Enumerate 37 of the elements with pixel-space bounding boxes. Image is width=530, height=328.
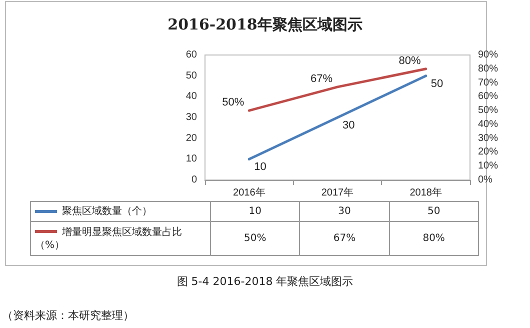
y2-tick-label: 0% xyxy=(478,174,493,186)
chart-title: 2016-2018年聚焦区域图示 xyxy=(168,16,362,34)
y2-tick-label: 40% xyxy=(478,118,498,130)
text: 30 xyxy=(342,120,355,132)
data-label: 30 xyxy=(300,202,390,222)
x-tick-label: 2018年 xyxy=(410,186,442,198)
text: 10 xyxy=(254,161,266,174)
data-label: 67% xyxy=(300,222,390,256)
data-label: 10 xyxy=(210,202,300,222)
y2-tick-label: 50% xyxy=(478,105,498,116)
x-tick-label: 2016年 xyxy=(233,186,266,198)
y2-tick-label: 70% xyxy=(478,77,498,88)
y2-tick-label: 90% xyxy=(478,50,498,60)
data-label: 50% xyxy=(210,222,300,256)
text: 50% xyxy=(222,96,244,109)
y2-tick-label: 10% xyxy=(478,160,498,172)
y2-tick-label: 80% xyxy=(478,63,498,74)
text: 80% xyxy=(398,54,421,67)
legend-label: 聚焦区域数量（个） xyxy=(30,202,210,222)
x-tick-label: 2017年 xyxy=(321,186,354,198)
y-tick-label: 10 xyxy=(186,154,198,165)
y2-tick-label: 60% xyxy=(478,91,498,102)
text: 50 xyxy=(430,78,444,90)
y-tick-label: 30 xyxy=(186,112,198,123)
y-tick-label: 0 xyxy=(191,174,198,186)
data-label: 80% xyxy=(389,222,478,256)
text: （资料来源：本研究整理） xyxy=(2,308,134,323)
y-tick-label: 20 xyxy=(186,132,198,144)
legend-label: 增量明显聚焦区域数量占比（%） xyxy=(30,222,210,256)
y-tick-label: 60 xyxy=(186,50,198,60)
caption: 图 5-4 2016-2018 年聚焦区域图示 xyxy=(176,274,354,289)
y2-tick-label: 30% xyxy=(478,132,498,144)
y-tick-label: 50 xyxy=(186,70,198,82)
y-tick-label: 40 xyxy=(186,91,198,102)
data-label: 50 xyxy=(389,202,478,222)
y2-tick-label: 20% xyxy=(478,146,498,158)
text: 67% xyxy=(310,72,332,85)
